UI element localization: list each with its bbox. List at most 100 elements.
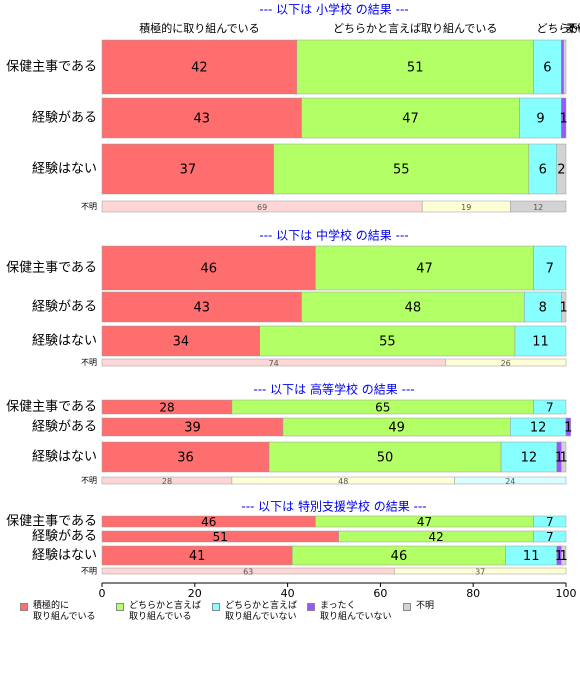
row-label: 経験はない <box>32 162 97 177</box>
bar-segment <box>561 97 567 139</box>
unknown-value: 28 <box>162 477 172 486</box>
bar-segment <box>268 441 502 473</box>
unknown-value: 26 <box>501 359 511 368</box>
value-label: 6 <box>543 61 551 76</box>
legend-label: どちらかと言えば 取り組んでいない <box>225 601 298 622</box>
value-label: 48 <box>405 301 422 316</box>
unknown-value: 74 <box>269 359 279 368</box>
value-label: 43 <box>193 112 210 127</box>
legend-swatch <box>307 603 315 611</box>
value-label: 46 <box>391 549 408 564</box>
unknown-value: 37 <box>475 568 485 577</box>
value-label: 8 <box>539 301 547 316</box>
bar-segment <box>301 291 525 323</box>
legend-swatch <box>116 603 124 611</box>
bar-segment <box>533 39 562 95</box>
bar-segment <box>101 441 270 473</box>
unknown-value: 24 <box>505 477 515 486</box>
row-label: 経験がある <box>32 300 97 315</box>
bar-segment <box>533 245 567 291</box>
value-label: 1 <box>560 112 568 127</box>
value-label: 12 <box>521 451 538 466</box>
value-label: 43 <box>193 301 210 316</box>
bar-segment <box>561 441 567 473</box>
value-label: 50 <box>377 451 394 466</box>
x-tick-label: 100 <box>556 587 577 600</box>
bar-segment <box>561 39 564 95</box>
bar-segment <box>101 291 302 323</box>
bar-segment <box>565 417 571 437</box>
column-header: 不明 <box>567 22 580 35</box>
value-label: 28 <box>159 401 174 415</box>
bar-segment <box>315 245 534 291</box>
row-label: 経験はない <box>32 334 97 349</box>
bar-segment <box>514 325 567 357</box>
panel-title: --- 以下は 中学校 の結果 --- <box>259 228 408 243</box>
bar-segment <box>533 515 567 528</box>
panel-title: --- 以下は 高等学校 の結果 --- <box>253 382 414 397</box>
bar-segment <box>101 245 316 291</box>
legend-label: まったく 取り組んでいない <box>320 601 392 622</box>
unknown-label: 不明 <box>81 358 97 367</box>
value-label: 1 <box>560 301 568 316</box>
value-label: 46 <box>201 515 216 529</box>
bar-segment <box>301 97 520 139</box>
unknown-segment <box>394 567 567 575</box>
bar-segment <box>556 143 567 195</box>
value-label: 46 <box>200 262 217 277</box>
panel-title: --- 以下は 特別支援学校 の結果 --- <box>241 499 426 514</box>
value-label: 51 <box>407 61 424 76</box>
value-label: 12 <box>530 421 547 436</box>
bar-segment <box>500 441 557 473</box>
value-label: 47 <box>416 262 433 277</box>
row-label: 経験がある <box>32 111 97 126</box>
legend-swatch <box>212 603 220 611</box>
value-label: 1 <box>560 549 568 564</box>
value-label: 1 <box>560 451 568 466</box>
value-label: 47 <box>417 515 432 529</box>
bar-segment <box>533 530 567 543</box>
unknown-value: 48 <box>338 477 348 486</box>
bar-segment <box>519 97 562 139</box>
value-label: 47 <box>402 112 419 127</box>
row-label: 保健主事である <box>6 400 97 415</box>
row-label: 経験がある <box>32 420 97 435</box>
legend-swatch <box>403 603 411 611</box>
value-label: 37 <box>180 163 197 178</box>
x-tick-label: 80 <box>466 587 480 600</box>
value-label: 49 <box>388 421 405 436</box>
row-label: 経験はない <box>32 548 97 563</box>
legend-label: 不明 <box>416 601 435 611</box>
unknown-segment <box>454 476 567 485</box>
unknown-segment <box>445 358 567 367</box>
legend-label: どちらかと言えば 取り組んでいる <box>129 601 202 622</box>
value-label: 6 <box>539 163 547 178</box>
value-label: 7 <box>546 515 554 529</box>
value-label: 34 <box>173 335 190 350</box>
value-label: 42 <box>428 530 443 544</box>
panel-title: --- 以下は 小学校 の結果 --- <box>259 2 408 17</box>
bar-segment <box>101 39 298 95</box>
legend-swatch <box>20 603 28 611</box>
value-label: 65 <box>375 401 390 415</box>
unknown-segment <box>510 200 567 213</box>
row-label: 経験はない <box>32 450 97 465</box>
x-tick-label: 40 <box>281 587 295 600</box>
bar-segment <box>561 291 567 323</box>
value-label: 51 <box>213 530 228 544</box>
bar-segment <box>259 325 516 357</box>
row-label: 保健主事である <box>6 261 97 276</box>
value-label: 1 <box>564 421 572 436</box>
value-label: 2 <box>557 163 565 178</box>
bar-segment <box>563 39 567 95</box>
column-header: 積極的に取り組んでいる <box>139 21 259 35</box>
bar-segment <box>296 39 534 95</box>
unknown-value: 12 <box>533 203 543 212</box>
x-tick-label: 60 <box>373 587 387 600</box>
value-label: 11 <box>532 335 549 350</box>
value-label: 55 <box>393 163 410 178</box>
unknown-value: 69 <box>257 203 267 212</box>
unknown-value: 63 <box>243 568 253 577</box>
